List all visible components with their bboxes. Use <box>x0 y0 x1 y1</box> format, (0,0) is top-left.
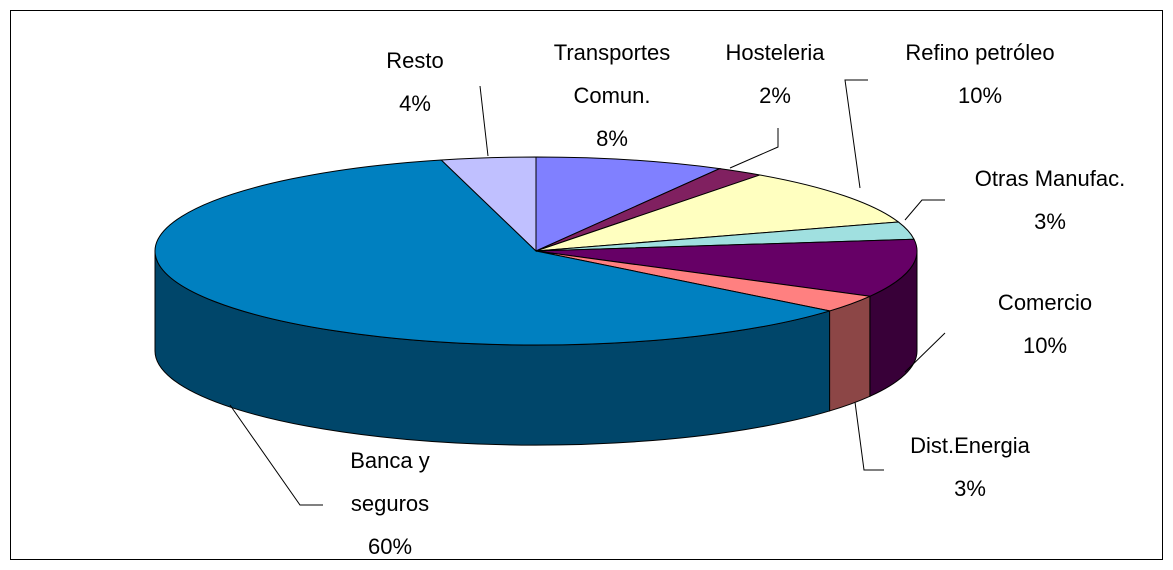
slice-label: Banca y seguros 60% <box>335 439 445 568</box>
leader-line <box>229 404 323 506</box>
value-label: 2% <box>759 83 791 108</box>
category-label: Transportes Comun. <box>553 40 671 108</box>
category-label: Resto <box>386 48 444 73</box>
category-label: Refino petróleo <box>905 40 1055 65</box>
leader-line <box>854 401 884 471</box>
pie-sides <box>154 250 918 446</box>
category-label: Dist.Energia <box>910 433 1030 458</box>
category-label: Comercio <box>997 290 1093 315</box>
value-label: 8% <box>596 126 628 151</box>
slice-label: Dist.Energia 3% <box>910 424 1030 510</box>
slice-label: Transportes Comun. 8% <box>527 31 697 160</box>
category-label: Hosteleria <box>725 40 825 65</box>
value-label: 60% <box>367 534 413 559</box>
pie-slice <box>535 174 900 252</box>
value-label: 10% <box>957 83 1003 108</box>
leader-lines <box>229 79 946 506</box>
value-label: 10% <box>1022 333 1068 358</box>
value-label: 4% <box>399 91 431 116</box>
pie-slice <box>154 159 830 346</box>
category-label: Otras Manufac. <box>974 166 1126 191</box>
pie-side <box>829 295 871 412</box>
value-label: 3% <box>1034 209 1066 234</box>
leader-line <box>904 332 946 373</box>
slice-label: Hosteleria 2% <box>725 31 824 117</box>
pie-slice <box>535 156 722 252</box>
slice-label: Comercio 10% <box>998 281 1092 367</box>
category-label: Banca y seguros <box>350 448 430 516</box>
pie-slice <box>440 156 537 253</box>
slice-label: Resto 4% <box>386 39 443 125</box>
slice-label: Refino petróleo 10% <box>905 31 1054 117</box>
pie-slice <box>535 238 918 297</box>
leader-line <box>479 85 489 157</box>
pie-tops <box>154 156 918 346</box>
leader-line <box>729 128 779 169</box>
value-label: 3% <box>954 476 986 501</box>
slice-label: Otras Manufac. 3% <box>975 157 1125 243</box>
leader-line <box>904 199 945 221</box>
leader-line <box>844 79 868 189</box>
